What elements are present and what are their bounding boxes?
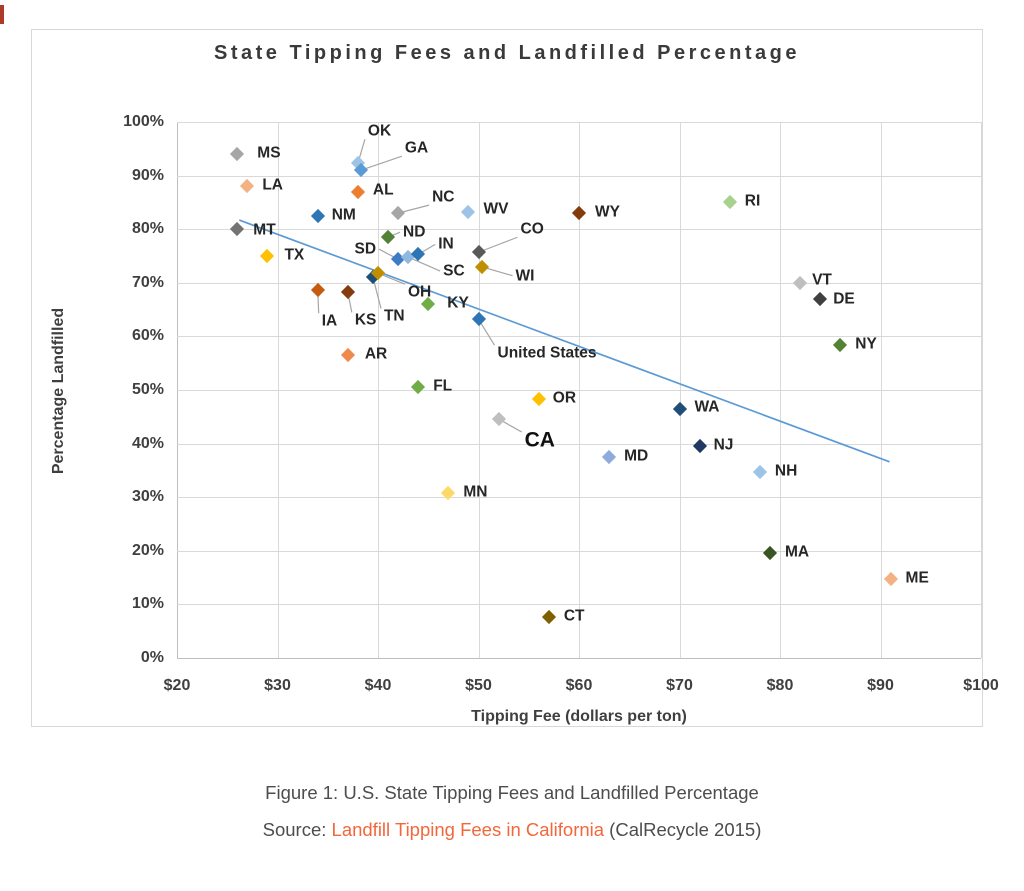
x-tick-label: $100 xyxy=(963,677,999,694)
y-axis-title: Percentage Landfilled xyxy=(50,307,67,475)
chart-lines-layer xyxy=(239,139,890,463)
caption-source: Source: Landfill Tipping Fees in Califor… xyxy=(0,819,1024,841)
y-tick-label: 40% xyxy=(131,434,164,452)
y-tick-label: 80% xyxy=(131,220,164,238)
label-AL: AL xyxy=(372,180,394,198)
x-tick-label: $70 xyxy=(666,677,693,694)
y-tick-label: 50% xyxy=(131,381,164,398)
plot-area: $20 $30 $40 $50 $60 $70 $80 $90 $100 0% 10% 20% 30% 4… xyxy=(123,113,999,694)
x-tick-label: $30 xyxy=(264,677,291,694)
x-tick-label: $90 xyxy=(867,677,894,694)
caption-link[interactable]: Landfill Tipping Fees in California xyxy=(331,819,605,840)
label-WI: WI xyxy=(515,266,535,284)
caption-source-prefix: Source: xyxy=(262,819,332,840)
label-NC: NC xyxy=(432,188,455,206)
gridline-y-40 xyxy=(177,443,981,445)
label-RI: RI xyxy=(744,192,761,210)
label-VT: VT xyxy=(812,271,832,289)
label-KS: KS xyxy=(354,311,377,329)
label-WA: WA xyxy=(694,398,720,416)
label-AR: AR xyxy=(364,345,388,363)
caption-source-suffix: (CalRecycle 2015) xyxy=(604,819,762,840)
y-tick-label: 100% xyxy=(123,113,164,130)
x-tick-label: $40 xyxy=(364,677,392,694)
gridline-y-20 xyxy=(177,550,981,552)
label-MN: MN xyxy=(463,483,488,501)
label-MA: MA xyxy=(784,543,810,561)
label-NH: NH xyxy=(774,462,798,480)
y-tick-label: 20% xyxy=(131,541,164,559)
label-GA: GA xyxy=(404,139,429,157)
label-KY: KY xyxy=(447,294,469,312)
label-LA: LA xyxy=(262,176,284,194)
x-tick-label: $50 xyxy=(465,677,492,694)
label-ME: ME xyxy=(905,569,929,587)
label-FL: FL xyxy=(433,377,453,395)
gridline-y-10 xyxy=(177,604,981,606)
label-CA: CA xyxy=(524,428,555,452)
chart-title: State Tipping Fees and Landfilled Percen… xyxy=(214,42,800,64)
gridline-y-90 xyxy=(177,175,981,177)
leader-line-GA xyxy=(360,155,403,171)
label-SD: SD xyxy=(354,240,377,258)
gridline-y-30 xyxy=(177,497,981,499)
label-OK: OK xyxy=(367,122,392,140)
y-tick-label: 70% xyxy=(131,273,164,291)
page-edge-red-mark xyxy=(0,5,4,24)
trend-line xyxy=(239,219,890,463)
caption-title: Figure 1: U.S. State Tipping Fees and La… xyxy=(265,782,759,803)
label-MT: MT xyxy=(253,221,276,239)
label-MD: MD xyxy=(624,447,649,465)
y-tick-label: 60% xyxy=(131,327,164,345)
label-DE: DE xyxy=(833,290,855,308)
x-axis-title: Tipping Fee (dollars per ton) xyxy=(471,708,687,725)
y-tick-label: 0% xyxy=(140,649,164,666)
leader-line-SC xyxy=(407,256,441,272)
label-TX: TX xyxy=(284,246,305,264)
leader-line-CO xyxy=(478,236,518,253)
label-IA: IA xyxy=(321,312,338,330)
label-MS: MS xyxy=(257,144,281,162)
label-NJ: NJ xyxy=(713,435,734,453)
x-axis-line xyxy=(177,658,981,659)
label-ND: ND xyxy=(403,223,426,241)
label-WV: WV xyxy=(483,200,509,218)
label-WY: WY xyxy=(595,203,620,221)
x-tick-label: $20 xyxy=(163,677,191,694)
label-SC: SC xyxy=(443,262,465,280)
label-CO: CO xyxy=(520,220,544,238)
x-tick-label: $80 xyxy=(766,677,794,694)
y-tick-label: 90% xyxy=(131,166,164,184)
label-IN: IN xyxy=(438,235,454,253)
gridline-y-60 xyxy=(177,336,981,338)
gridline-y-80 xyxy=(177,229,981,231)
chart-container: State Tipping Fees and Landfilled Percen… xyxy=(31,29,999,727)
gridline-y-50 xyxy=(177,390,981,391)
label-NM: NM xyxy=(331,206,356,224)
label-TN: TN xyxy=(383,307,405,325)
gridline-y-100 xyxy=(177,122,981,123)
label-OH: OH xyxy=(408,283,432,301)
figure-caption: Figure 1: U.S. State Tipping Fees and La… xyxy=(0,782,1024,841)
x-tick-label: $60 xyxy=(565,677,593,694)
y-tick-label: 10% xyxy=(131,595,164,613)
label-CT: CT xyxy=(563,607,585,625)
gridline-y-70 xyxy=(177,282,981,284)
label-NY: NY xyxy=(855,335,877,353)
label-OR: OR xyxy=(552,389,577,407)
label-United-States: United States xyxy=(497,344,597,362)
gridline-x-100 xyxy=(981,122,982,658)
y-tick-label: 30% xyxy=(131,488,164,506)
